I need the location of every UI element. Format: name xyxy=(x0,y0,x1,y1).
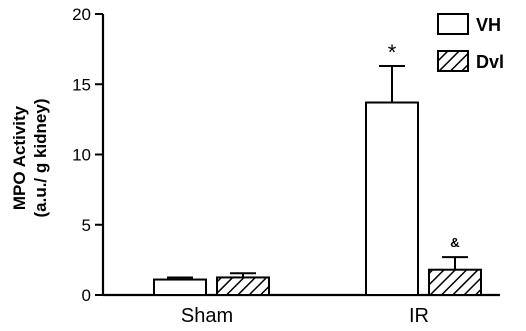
bar-ir-vh xyxy=(365,101,419,296)
y-tick-label-15: 15 xyxy=(72,75,91,94)
x-category-label-sham: Sham xyxy=(181,305,233,327)
legend-label-vh: VH xyxy=(476,15,501,35)
y-tick-label-10: 10 xyxy=(72,146,91,165)
y-tick-label-20: 20 xyxy=(72,5,91,24)
bar-sham-dvl xyxy=(216,276,270,296)
y-axis-title: MPO Activity (a.u./ g kidney) xyxy=(10,98,50,217)
legend: VH Dvl xyxy=(437,13,504,72)
bar-ir-dvl xyxy=(428,268,482,296)
annotations-group: *& xyxy=(388,40,460,250)
legend-label-dvl: Dvl xyxy=(476,52,504,72)
bars-group xyxy=(153,64,482,297)
bar-sham-vh xyxy=(153,278,207,297)
y-axis-ticks: 0 5 10 15 20 xyxy=(72,5,103,305)
y-axis-title-line1: MPO Activity xyxy=(10,105,29,210)
x-category-label-ir: IR xyxy=(409,305,429,327)
legend-swatch-vh xyxy=(437,13,469,35)
y-tick-label-5: 5 xyxy=(82,216,91,235)
y-tick-label-0: 0 xyxy=(82,286,91,305)
x-axis-categories: Sham IR xyxy=(181,305,429,327)
annotation-star: * xyxy=(388,40,397,65)
y-axis-title-line2: (a.u./ g kidney) xyxy=(31,98,50,217)
annotation-ampersand: & xyxy=(450,235,459,250)
legend-swatch-dvl xyxy=(437,50,469,72)
